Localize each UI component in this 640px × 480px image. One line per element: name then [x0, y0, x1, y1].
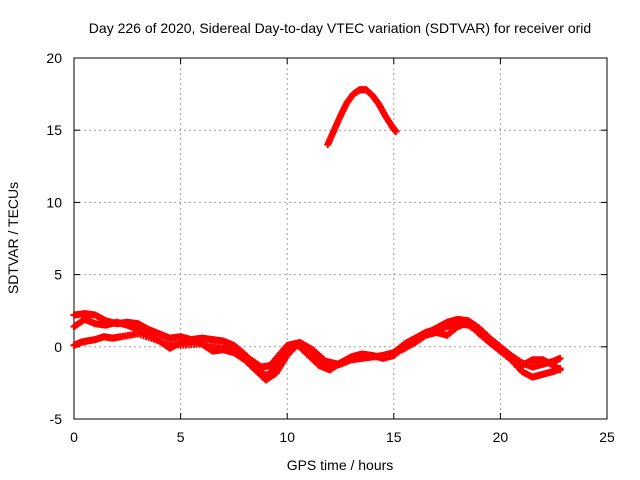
y-tick-label: 15: [46, 122, 62, 138]
data-points: [70, 86, 564, 384]
data-point: [392, 128, 400, 136]
data-point: [556, 366, 564, 374]
y-tick-label: 20: [46, 50, 62, 66]
x-tick-label: 0: [70, 429, 78, 445]
plot-frame: [73, 57, 608, 420]
y-axis-label: SDTVAR / TECUs: [5, 182, 21, 294]
y-tick-label: 0: [54, 339, 62, 355]
x-tick-label: 5: [177, 429, 185, 445]
x-axis-label: GPS time / hours: [287, 457, 394, 473]
x-tick-label: 25: [599, 429, 615, 445]
y-tick-label: 5: [54, 267, 62, 283]
data-point: [556, 354, 564, 362]
x-tick-label: 15: [386, 429, 402, 445]
y-tick-label: 10: [46, 194, 62, 210]
axis-ticks: 0 5 10 15 20 25 -5 0 5 10 15 20: [46, 50, 615, 445]
chart-title: Day 226 of 2020, Sidereal Day-to-day VTE…: [89, 20, 591, 36]
x-tick-label: 20: [493, 429, 509, 445]
x-tick-label: 10: [279, 429, 295, 445]
y-tick-label: -5: [50, 411, 63, 427]
